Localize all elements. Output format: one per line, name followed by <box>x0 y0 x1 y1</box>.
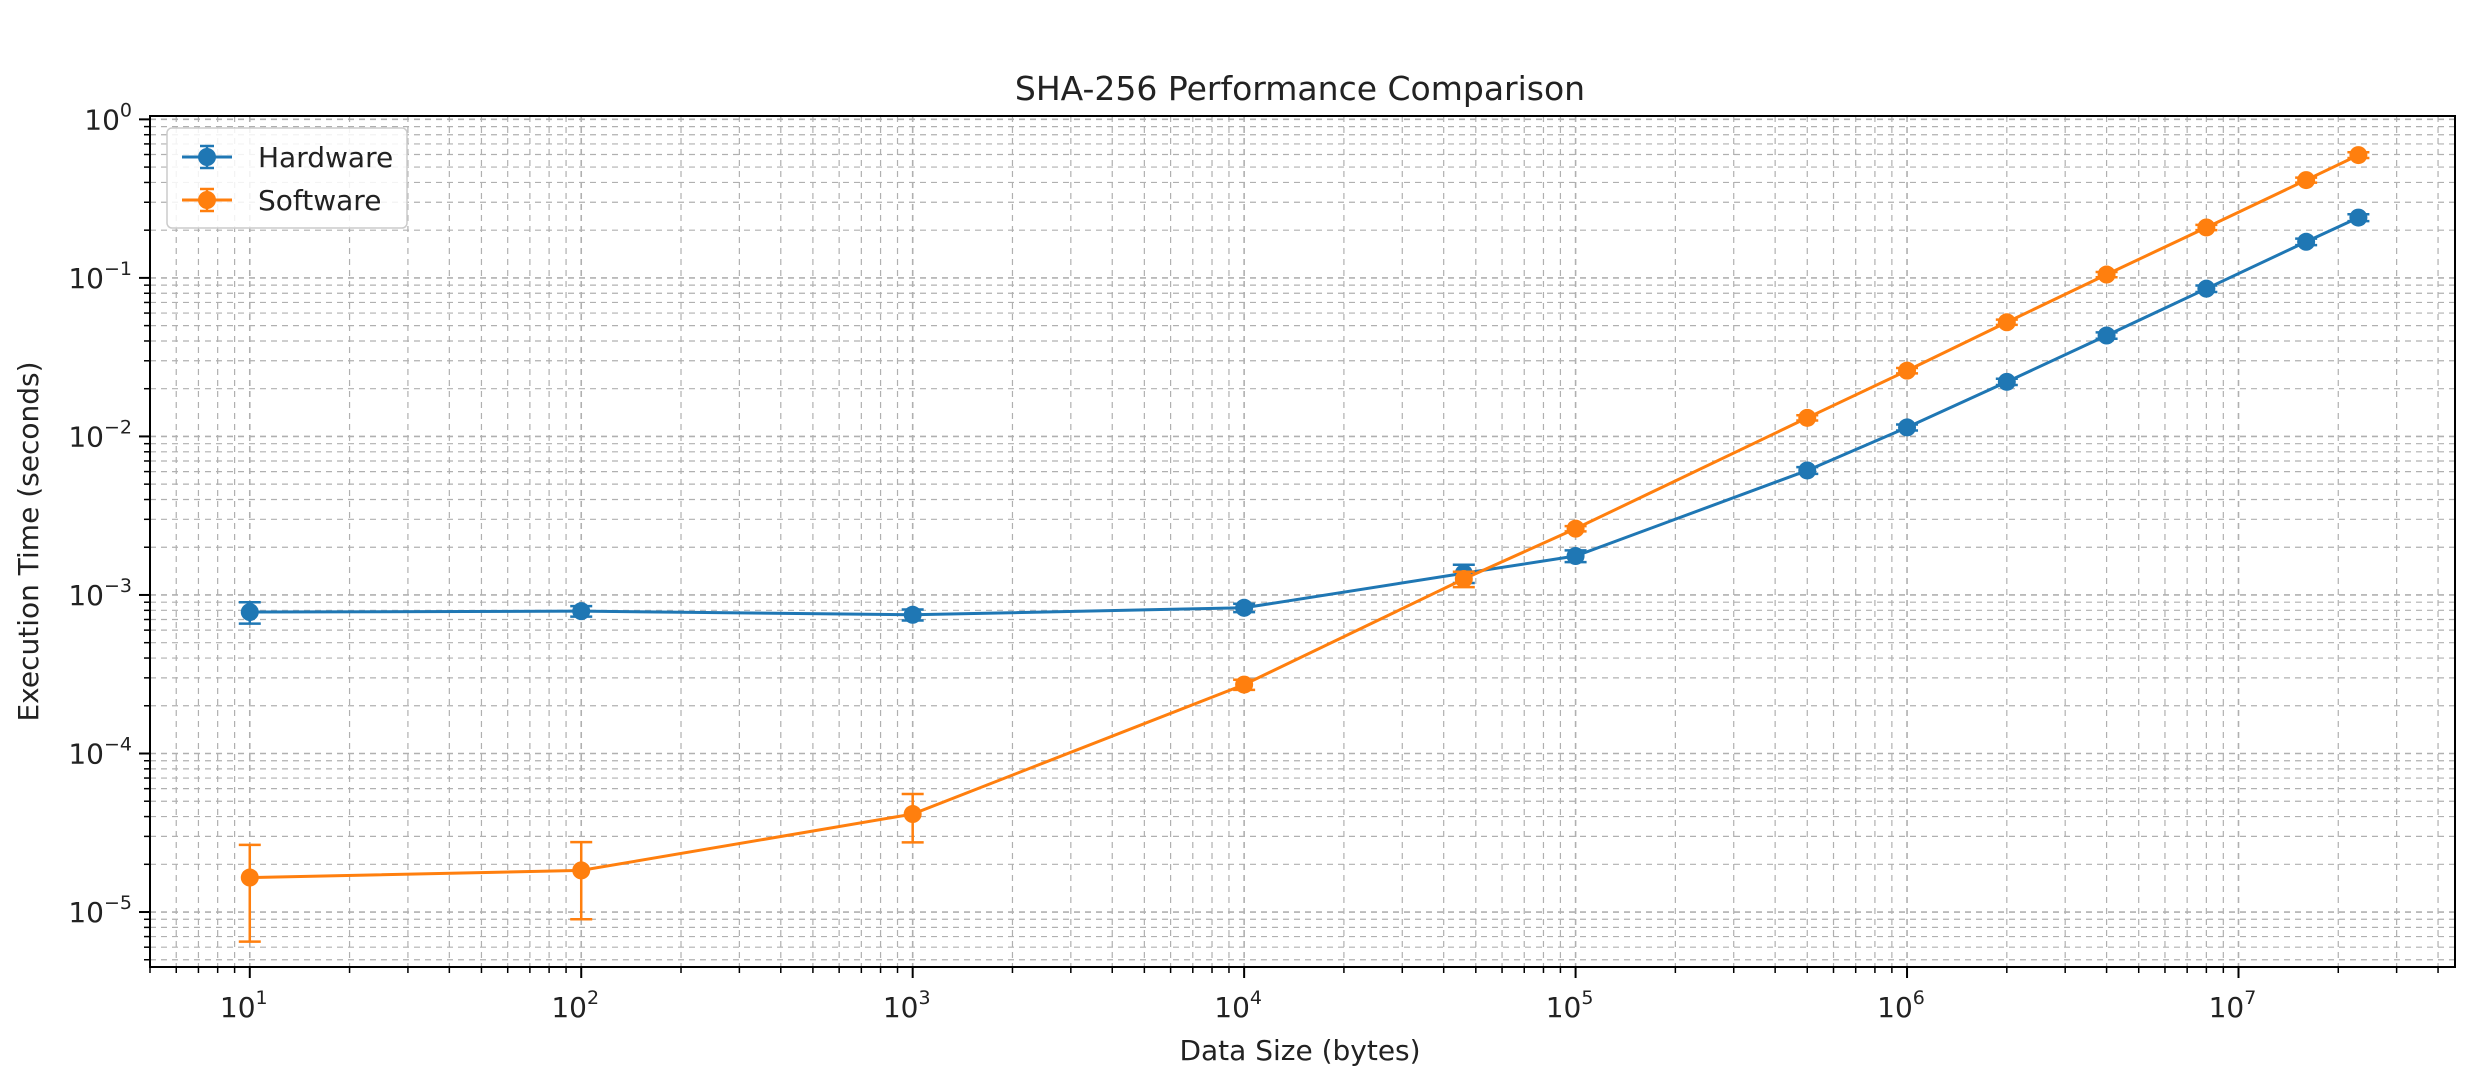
series-software <box>238 146 2370 943</box>
y-tick-base: 10 <box>68 420 104 453</box>
x-tick-label: 103 <box>883 987 931 1024</box>
data-point <box>240 603 259 622</box>
x-tick-label: 105 <box>1546 987 1594 1024</box>
data-point <box>2349 208 2368 227</box>
y-tick-exponent: 0 <box>120 99 132 121</box>
y-tick-base: 10 <box>68 896 104 929</box>
data-point <box>1798 408 1817 427</box>
series-hardware <box>238 208 2370 625</box>
data-point <box>572 861 591 880</box>
y-tick-label: 10−2 <box>68 416 132 453</box>
x-tick-base: 10 <box>551 991 587 1024</box>
data-point <box>1454 570 1473 589</box>
x-tick-exponent: 1 <box>256 987 268 1009</box>
y-tick-label: 10−4 <box>68 733 132 770</box>
series-layer <box>238 146 2370 943</box>
chart-title: SHA-256 Performance Comparison <box>1015 69 1585 108</box>
grid <box>149 116 2455 967</box>
data-point <box>1566 519 1585 538</box>
x-tick-label: 107 <box>2209 987 2257 1024</box>
legend: Hardware Software <box>166 127 408 229</box>
y-tick-exponent: −1 <box>104 258 132 280</box>
data-point <box>2349 146 2368 165</box>
y-tick-exponent: −5 <box>104 892 132 914</box>
data-point <box>1235 598 1254 617</box>
legend-item-hardware: Hardware <box>182 141 393 174</box>
x-axis-title: Data Size (bytes) <box>1179 1034 1420 1067</box>
y-tick-base: 10 <box>68 579 104 612</box>
legend-label: Hardware <box>258 141 393 174</box>
data-point <box>1566 547 1585 566</box>
x-tick-base: 10 <box>220 991 256 1024</box>
x-tick-label: 106 <box>1877 987 1925 1024</box>
data-point <box>1798 461 1817 480</box>
legend-item-software: Software <box>182 184 381 217</box>
y-tick-exponent: −4 <box>104 733 132 755</box>
y-tick-base: 10 <box>68 737 104 770</box>
x-tick-exponent: 5 <box>1581 987 1593 1009</box>
legend-marker <box>198 191 216 209</box>
data-point <box>572 602 591 621</box>
x-tick-base: 10 <box>1214 991 1250 1024</box>
x-tick-base: 10 <box>883 991 919 1024</box>
y-axis-title: Execution Time (seconds) <box>12 361 45 721</box>
data-point <box>1898 418 1917 437</box>
y-tick-base: 10 <box>68 262 104 295</box>
x-tick-exponent: 6 <box>1913 987 1925 1009</box>
data-point <box>903 805 922 824</box>
y-tick-label: 10−5 <box>68 892 132 929</box>
data-point <box>1997 372 2016 391</box>
axis-ticks: 101 102 103 104 105 106 10710010−110−210−310−4… <box>68 99 2439 1024</box>
data-point <box>1997 313 2016 332</box>
x-tick-label: 101 <box>220 987 268 1024</box>
y-tick-base: 10 <box>84 103 120 136</box>
data-point <box>240 868 259 887</box>
x-tick-base: 10 <box>2209 991 2245 1024</box>
data-point <box>903 605 922 624</box>
x-tick-base: 10 <box>1877 991 1913 1024</box>
data-point <box>2297 171 2316 190</box>
x-tick-base: 10 <box>1546 991 1582 1024</box>
y-tick-exponent: −2 <box>104 416 132 438</box>
data-point <box>2297 232 2316 251</box>
x-tick-label: 104 <box>1214 987 1262 1024</box>
data-point <box>2097 326 2116 345</box>
data-point <box>2197 218 2216 237</box>
x-tick-exponent: 3 <box>918 987 930 1009</box>
data-point <box>2097 265 2116 284</box>
data-point <box>2197 279 2216 298</box>
y-tick-exponent: −3 <box>104 575 132 597</box>
data-point <box>1898 361 1917 380</box>
x-tick-exponent: 7 <box>2244 987 2256 1009</box>
y-tick-label: 100 <box>84 99 132 136</box>
legend-box <box>166 127 408 229</box>
y-tick-label: 10−3 <box>68 575 132 612</box>
x-tick-exponent: 4 <box>1250 987 1262 1009</box>
plot-frame <box>149 115 2456 968</box>
data-point <box>1235 675 1254 694</box>
legend-marker <box>198 148 216 166</box>
x-tick-label: 102 <box>551 987 599 1024</box>
legend-label: Software <box>258 184 381 217</box>
y-tick-label: 10−1 <box>68 258 132 295</box>
x-tick-exponent: 2 <box>587 987 599 1009</box>
